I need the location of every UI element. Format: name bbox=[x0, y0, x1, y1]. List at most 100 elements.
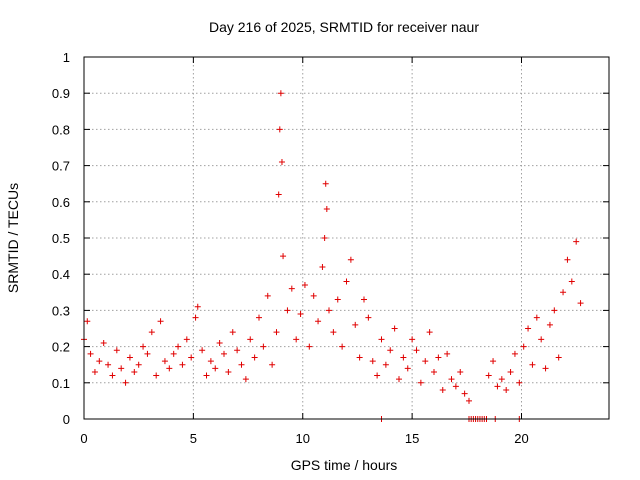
data-point bbox=[148, 329, 155, 336]
data-point bbox=[126, 354, 133, 361]
data-point bbox=[161, 358, 168, 365]
data-point bbox=[264, 292, 271, 299]
y-tick-label: 1 bbox=[63, 50, 70, 65]
data-point bbox=[387, 347, 394, 354]
data-point bbox=[203, 372, 210, 379]
data-point bbox=[234, 347, 241, 354]
x-tick-label: 15 bbox=[405, 431, 419, 446]
x-tick-label: 10 bbox=[296, 431, 310, 446]
data-point bbox=[322, 180, 329, 187]
data-point bbox=[431, 368, 437, 375]
data-point bbox=[435, 354, 442, 361]
data-point bbox=[153, 372, 160, 379]
data-point bbox=[225, 368, 232, 375]
data-point bbox=[361, 296, 367, 303]
data-point bbox=[369, 358, 376, 365]
data-point bbox=[216, 339, 223, 346]
y-tick-label: 0.6 bbox=[52, 195, 70, 210]
data-point bbox=[533, 314, 540, 321]
data-point bbox=[452, 383, 459, 390]
data-point bbox=[192, 314, 199, 321]
data-point bbox=[131, 368, 138, 375]
data-point bbox=[297, 311, 304, 318]
data-point bbox=[87, 350, 94, 357]
data-point bbox=[490, 358, 497, 365]
data-point bbox=[485, 372, 492, 379]
data-point bbox=[498, 376, 505, 383]
data-point bbox=[417, 379, 424, 386]
data-point bbox=[207, 358, 214, 365]
data-point bbox=[140, 343, 147, 350]
data-point bbox=[466, 397, 472, 404]
data-point bbox=[100, 339, 107, 346]
data-point bbox=[560, 289, 567, 296]
data-point bbox=[306, 343, 313, 350]
data-point bbox=[365, 314, 372, 321]
data-point bbox=[199, 347, 206, 354]
data-point bbox=[448, 376, 455, 383]
data-point bbox=[507, 368, 514, 375]
y-tick-label: 0.8 bbox=[52, 122, 70, 137]
data-point bbox=[105, 361, 112, 368]
data-point bbox=[280, 253, 287, 260]
data-point bbox=[529, 361, 536, 368]
data-point bbox=[135, 361, 142, 368]
data-point bbox=[461, 390, 468, 397]
y-tick-label: 0.9 bbox=[52, 86, 70, 101]
y-tick-label: 0.4 bbox=[52, 267, 70, 282]
data-point bbox=[144, 350, 151, 357]
data-point bbox=[511, 350, 518, 357]
data-point bbox=[374, 372, 381, 379]
data-point bbox=[269, 361, 276, 368]
data-point bbox=[538, 336, 545, 343]
y-axis-title: SRMTID / TECUs bbox=[5, 183, 21, 293]
data-point bbox=[503, 387, 510, 394]
data-point bbox=[288, 285, 295, 292]
data-point bbox=[457, 368, 464, 375]
data-point bbox=[391, 325, 398, 332]
data-point bbox=[564, 256, 571, 263]
y-tick-label: 0 bbox=[63, 412, 70, 427]
data-point bbox=[404, 365, 411, 372]
data-point bbox=[334, 296, 341, 303]
data-point bbox=[568, 278, 575, 285]
data-point bbox=[175, 343, 182, 350]
data-point bbox=[326, 307, 332, 314]
data-point bbox=[301, 282, 308, 289]
data-point bbox=[321, 235, 328, 241]
data-point bbox=[284, 307, 291, 314]
data-point bbox=[118, 365, 125, 372]
data-point bbox=[251, 354, 258, 361]
x-tick-label: 5 bbox=[190, 431, 197, 446]
data-point bbox=[573, 238, 580, 245]
data-point bbox=[170, 350, 177, 357]
data-point bbox=[84, 318, 91, 325]
data-point bbox=[221, 350, 227, 357]
y-tick-label: 0.1 bbox=[52, 376, 70, 391]
data-point bbox=[422, 358, 429, 365]
data-point bbox=[96, 358, 103, 365]
data-point bbox=[520, 343, 527, 350]
data-point bbox=[310, 292, 317, 299]
data-point bbox=[166, 365, 173, 372]
data-point bbox=[242, 376, 249, 383]
data-point bbox=[343, 278, 350, 285]
chart-title: Day 216 of 2025, SRMTID for receiver nau… bbox=[209, 19, 479, 35]
data-point bbox=[409, 336, 416, 343]
data-point bbox=[256, 314, 262, 321]
y-tick-label: 0.7 bbox=[52, 159, 70, 174]
data-point bbox=[278, 158, 285, 165]
data-point bbox=[183, 336, 190, 343]
data-point bbox=[347, 256, 354, 263]
data-point bbox=[315, 318, 322, 325]
data-point bbox=[339, 343, 346, 350]
data-point bbox=[546, 321, 553, 328]
x-tick-label: 0 bbox=[80, 431, 87, 446]
data-point bbox=[275, 191, 282, 198]
data-point bbox=[525, 325, 532, 332]
x-axis-title: GPS time / hours bbox=[291, 457, 398, 473]
data-point bbox=[91, 368, 98, 375]
y-tick-label: 0.2 bbox=[52, 340, 70, 355]
data-point bbox=[188, 354, 195, 361]
